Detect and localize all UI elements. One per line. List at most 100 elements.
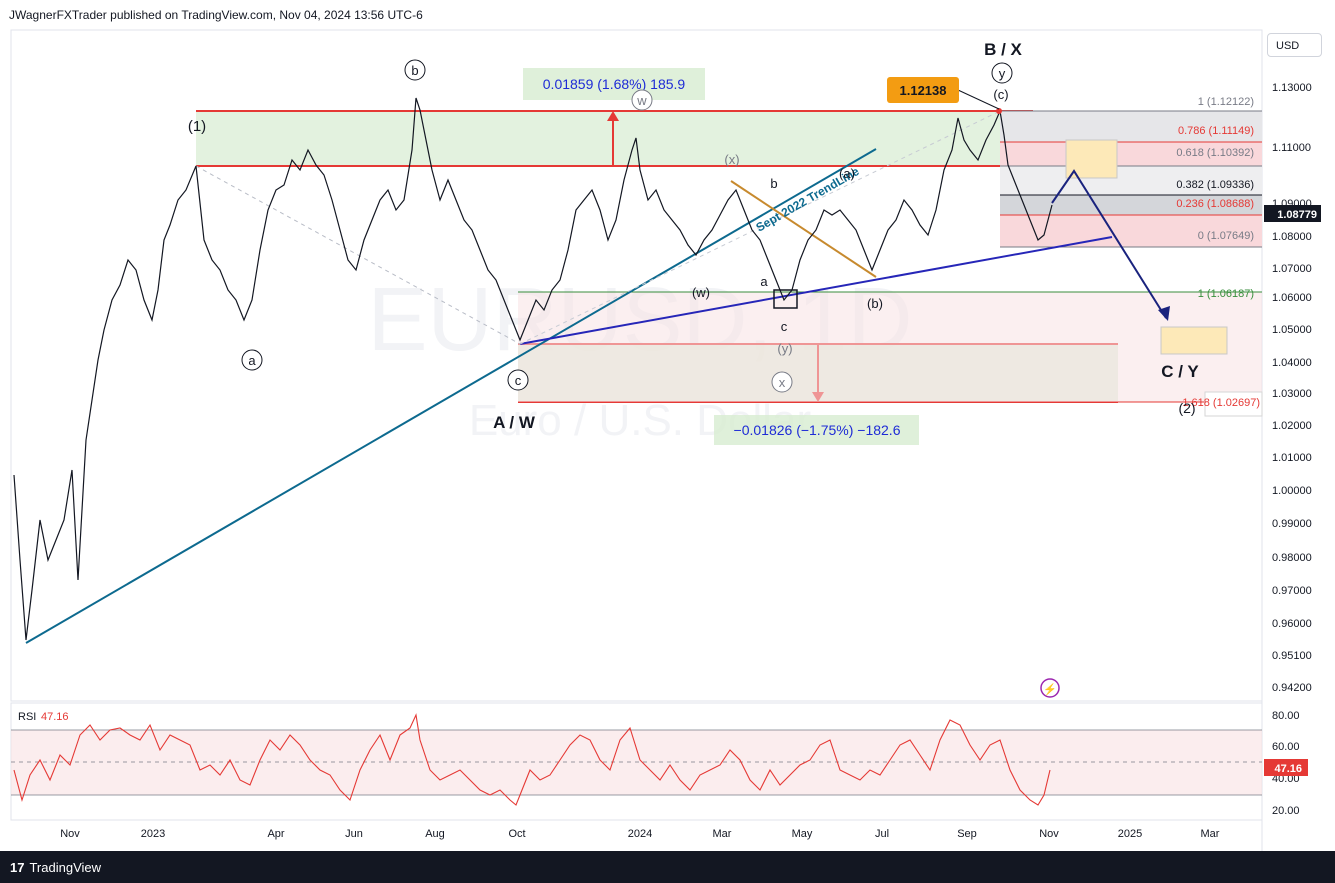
wave-bx-label: B / X	[984, 40, 1022, 59]
price-tick-label: 1.11000	[1272, 142, 1311, 154]
fib-ext-label-1: 1 (1.06187)	[1198, 288, 1254, 300]
price-tick-label: 1.01000	[1272, 452, 1312, 464]
fib-label-1: 1 (1.12122)	[1198, 96, 1254, 108]
dashed-line-1	[195, 165, 521, 345]
wave-x-circle-label: x	[779, 375, 786, 390]
currency-button[interactable]: USD	[1267, 33, 1322, 57]
time-axis[interactable]: Nov 2023 Apr Jun Aug Oct 2024 Mar May Jul Sep Nov 20…	[60, 828, 1220, 840]
fib-label-0: 0 (1.07649)	[1198, 230, 1254, 242]
publish-header: JWagnerFXTrader published on TradingView…	[0, 0, 1335, 30]
time-tick-label: Apr	[267, 828, 284, 840]
current-price-box	[1264, 205, 1321, 222]
time-tick-label: 2023	[141, 828, 165, 840]
current-price-label: 1.08779	[1277, 209, 1317, 221]
wave-w-circle-label: w	[636, 93, 647, 108]
wave-aw-label: A / W	[493, 413, 536, 432]
tradingview-logo-icon: 17	[10, 860, 25, 875]
measure-up-arrowhead	[607, 111, 619, 121]
time-tick-label: May	[792, 828, 813, 840]
price-tick-label: 1.00000	[1272, 485, 1312, 497]
fib-label-0236: 0.236 (1.08688)	[1176, 198, 1254, 210]
price-tick-label: 0.99000	[1272, 518, 1312, 530]
time-tick-label: Jul	[875, 828, 889, 840]
orange-channel-line	[730, 180, 877, 278]
wave-c-paren-label: (c)	[993, 87, 1008, 102]
price-tick-label: 0.94200	[1272, 682, 1312, 694]
wave-a-circle	[241, 349, 263, 371]
time-tick-label: Aug	[425, 828, 445, 840]
time-tick-label: Mar	[713, 828, 732, 840]
fib-label-0786: 0.786 (1.11149)	[1178, 125, 1254, 137]
rsi-value-inline: 47.16	[41, 711, 69, 723]
fib-label-0382: 0.382 (1.09336)	[1176, 179, 1254, 191]
publish-info: JWagnerFXTrader published on TradingView…	[9, 8, 423, 22]
wave-c-circle	[507, 369, 529, 391]
wave-cy-label: C / Y	[1161, 362, 1199, 381]
price-tick-label: 1.04000	[1272, 357, 1312, 369]
price-tick-label: 0.97000	[1272, 585, 1312, 597]
rsi-value-box	[1264, 759, 1308, 776]
wave-1-label: (1)	[188, 118, 206, 135]
fib-band-3	[1000, 166, 1262, 195]
highlight-pointer	[957, 89, 1000, 110]
measure-up-box	[523, 68, 705, 100]
price-tick-label: 1.02000	[1272, 420, 1312, 432]
wave-y-circle-label: y	[999, 66, 1006, 81]
price-tick-label: 1.13000	[1272, 82, 1312, 94]
price-tick-label: 0.98000	[1272, 552, 1312, 564]
price-axis[interactable]: 1.130001.110001.090001.080001.070001.060…	[1272, 82, 1312, 694]
sept-2022-trendline	[25, 148, 877, 644]
price-tick-label: 1.03000	[1272, 388, 1312, 400]
extension-zone	[518, 292, 1262, 402]
fib-band-2	[1000, 142, 1262, 166]
wave-w-circle	[631, 89, 653, 111]
dashed-line-2	[519, 110, 1001, 345]
time-tick-label: 2025	[1118, 828, 1142, 840]
projection-arrowhead	[1158, 306, 1170, 321]
wave-w-paren-label: (w)	[692, 285, 710, 300]
price-tick-label: 1.05000	[1272, 324, 1312, 336]
tradingview-logo[interactable]: 17 TradingView	[10, 860, 101, 875]
blue-support-line	[519, 236, 1113, 345]
chart-canvas[interactable]: EURUSD, 1D Euro / U.S. Dollar	[0, 0, 1335, 851]
price-highlight-box	[887, 77, 959, 103]
fib-band-1	[1000, 111, 1262, 142]
wave-b-paren-label: (b)	[867, 296, 883, 311]
measure-up-label: 0.01859 (1.68%) 185.9	[543, 76, 686, 92]
wave-b-circle-label: b	[411, 63, 418, 78]
wave-x-paren-label: (x)	[724, 152, 739, 167]
footer-bar: 17 TradingView	[0, 851, 1335, 883]
rsi-tick-label: 80.00	[1272, 710, 1300, 722]
price-tick-label: 0.95100	[1272, 650, 1312, 662]
price-tick-label: 0.96000	[1272, 618, 1312, 630]
wave-a-box	[773, 289, 798, 309]
measure-down-box	[714, 415, 919, 445]
wave-x-circle	[771, 371, 793, 393]
rsi-title: RSI	[18, 711, 36, 723]
rsi-band	[11, 730, 1262, 795]
time-tick-label: 2024	[628, 828, 652, 840]
fib-band-4	[1000, 195, 1262, 215]
wave-a-small-label: a	[760, 274, 768, 289]
high-marker	[996, 108, 1002, 114]
time-tick-label: Mar	[1201, 828, 1220, 840]
wave-y-circle	[991, 62, 1013, 84]
rsi-value-label: 47.16	[1274, 763, 1302, 775]
lightning-icon-glyph: ⚡	[1043, 683, 1057, 696]
price-tick-label: 1.06000	[1272, 292, 1312, 304]
wave-a-circle-label: a	[248, 353, 256, 368]
rsi-tick-label: 60.00	[1272, 741, 1300, 753]
price-tick-label: 1.07000	[1272, 263, 1312, 275]
wave-2-label: (2)	[1178, 400, 1195, 416]
wave-b-circle	[404, 59, 426, 81]
rsi-series	[13, 713, 1051, 806]
price-tick-label: 1.08000	[1272, 231, 1312, 243]
projection-path	[1051, 169, 1167, 319]
lightning-icon[interactable]	[1040, 678, 1060, 698]
price-highlight-label: 1.12138	[900, 83, 947, 98]
wave-b-small-label: b	[770, 176, 777, 191]
fib-band-5	[1000, 215, 1262, 247]
wave-y-paren-label: (y)	[777, 341, 792, 356]
wave-c-small-label: c	[781, 319, 788, 334]
time-tick-label: Jun	[345, 828, 363, 840]
